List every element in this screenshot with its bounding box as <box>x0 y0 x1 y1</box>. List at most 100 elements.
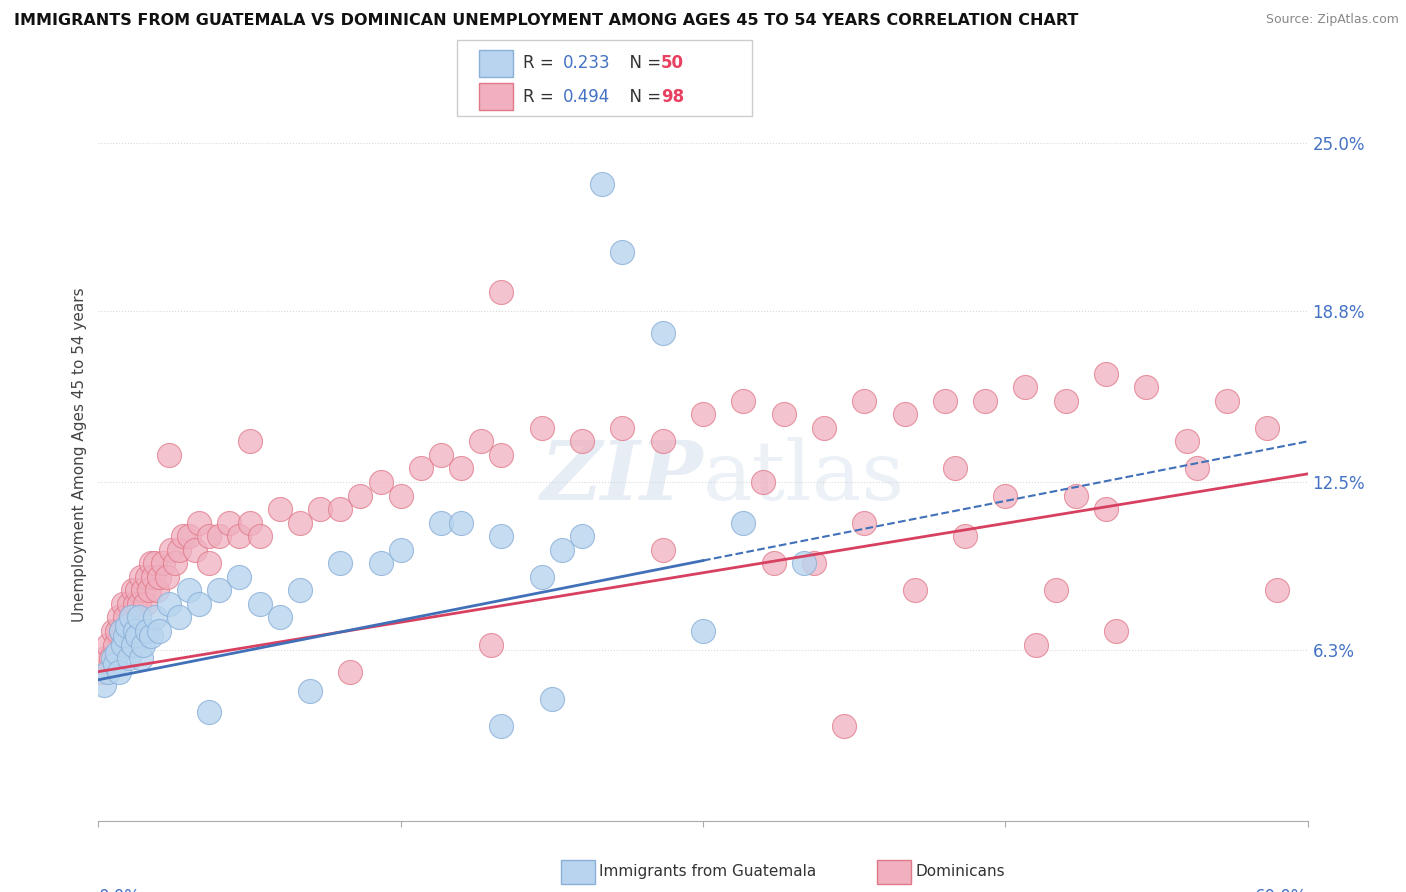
Point <box>188 597 211 611</box>
Point <box>118 651 141 665</box>
Point <box>1014 380 1036 394</box>
Point <box>853 393 876 408</box>
Point <box>135 570 157 584</box>
Point <box>156 570 179 584</box>
Point <box>450 516 472 530</box>
Point <box>91 665 114 679</box>
Text: 0.0%: 0.0% <box>98 888 141 892</box>
Point <box>157 448 180 462</box>
Point <box>249 529 271 543</box>
Point <box>1095 367 1118 381</box>
Point <box>125 583 148 598</box>
Point <box>103 638 125 652</box>
Point <box>125 629 148 643</box>
Text: N =: N = <box>619 54 666 72</box>
Point <box>139 629 162 643</box>
Point <box>389 542 412 557</box>
Point <box>107 665 129 679</box>
Point <box>1054 393 1077 408</box>
Point <box>157 597 180 611</box>
Point <box>1135 380 1157 394</box>
Point <box>571 434 593 449</box>
Point <box>163 556 186 570</box>
Point <box>692 624 714 638</box>
Point <box>135 624 157 638</box>
Point <box>1216 393 1239 408</box>
Point <box>1185 461 1208 475</box>
Point <box>1045 583 1067 598</box>
Point <box>105 624 128 638</box>
Point <box>651 542 673 557</box>
Point <box>124 597 146 611</box>
Point <box>1064 489 1087 503</box>
Point <box>138 583 160 598</box>
Point <box>370 556 392 570</box>
Point <box>184 542 207 557</box>
Point <box>591 177 613 191</box>
Point <box>198 706 221 720</box>
Point <box>110 624 132 638</box>
Point <box>239 516 262 530</box>
Point <box>349 489 371 503</box>
Point <box>198 529 221 543</box>
Point <box>132 638 155 652</box>
Point <box>450 461 472 475</box>
Text: 0.494: 0.494 <box>562 87 610 106</box>
Point <box>491 448 513 462</box>
Point <box>121 583 143 598</box>
Point <box>103 657 125 671</box>
Point <box>93 678 115 692</box>
Text: Source: ZipAtlas.com: Source: ZipAtlas.com <box>1265 13 1399 27</box>
Point <box>571 529 593 543</box>
Point <box>167 542 190 557</box>
Point <box>853 516 876 530</box>
Point <box>491 529 513 543</box>
Text: R =: R = <box>523 54 560 72</box>
Point <box>118 597 141 611</box>
Text: 60.0%: 60.0% <box>1256 888 1308 892</box>
Point <box>239 434 262 449</box>
Point <box>430 516 453 530</box>
Point <box>1267 583 1289 598</box>
Point <box>974 393 997 408</box>
Point <box>142 570 165 584</box>
Point <box>129 651 152 665</box>
Point <box>120 610 142 624</box>
Text: R =: R = <box>523 87 560 106</box>
Point <box>107 610 129 624</box>
Point <box>208 583 231 598</box>
Point <box>139 556 162 570</box>
Point <box>114 629 136 643</box>
Point <box>124 624 146 638</box>
Point <box>269 610 291 624</box>
Point <box>430 448 453 462</box>
Point <box>762 556 785 570</box>
Text: 0.233: 0.233 <box>562 54 610 72</box>
Text: atlas: atlas <box>703 437 905 516</box>
Point <box>370 475 392 489</box>
Point <box>179 529 201 543</box>
Point <box>269 502 291 516</box>
Point <box>692 407 714 421</box>
Point <box>143 610 166 624</box>
Point <box>893 407 915 421</box>
Y-axis label: Unemployment Among Ages 45 to 54 years: Unemployment Among Ages 45 to 54 years <box>72 287 87 623</box>
Point <box>1024 638 1046 652</box>
Point <box>110 624 132 638</box>
Point <box>612 244 634 259</box>
Point <box>114 610 136 624</box>
Point <box>101 651 124 665</box>
Point <box>101 624 124 638</box>
Point <box>389 489 412 503</box>
Point <box>481 638 503 652</box>
Point <box>470 434 492 449</box>
Point <box>329 556 352 570</box>
Point <box>128 597 150 611</box>
Text: N =: N = <box>619 87 666 106</box>
Point <box>288 516 311 530</box>
Point <box>179 583 201 598</box>
Point <box>953 529 976 543</box>
Point <box>530 421 553 435</box>
Point <box>111 597 134 611</box>
Point <box>100 651 122 665</box>
